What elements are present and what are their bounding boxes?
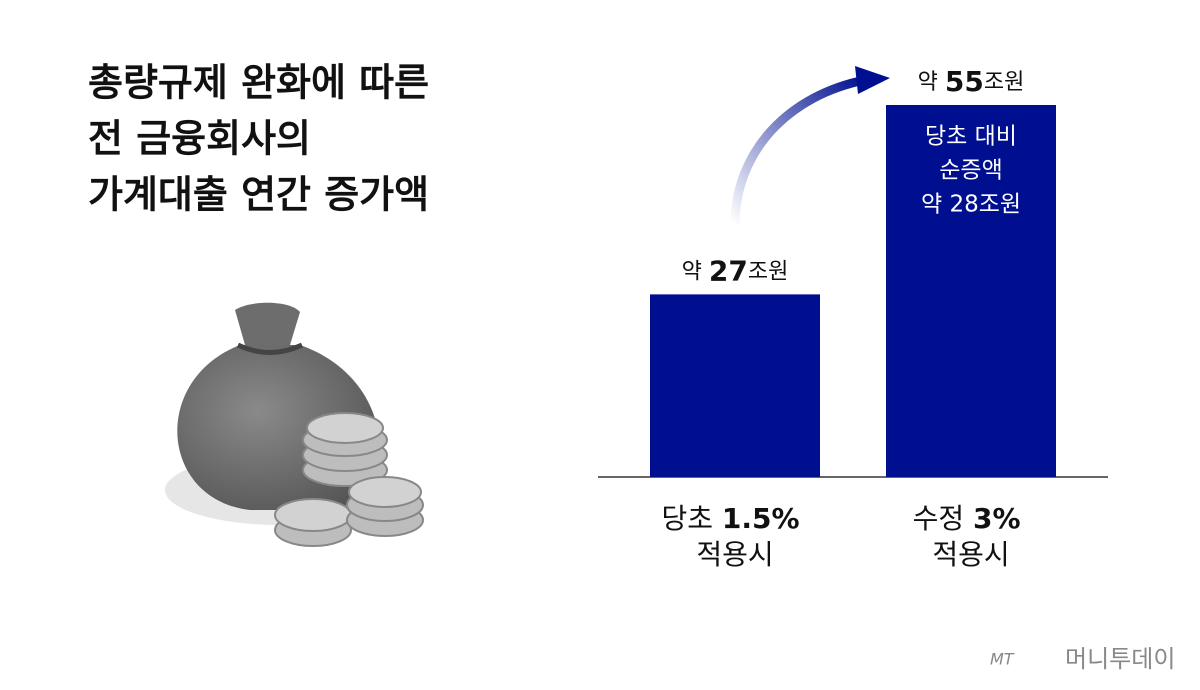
bar	[650, 294, 820, 477]
chart-title: 총량규제 완화에 따른	[88, 61, 429, 105]
logo-mark: MT	[990, 650, 1015, 669]
chart-title: 전 금융회사의	[88, 117, 311, 161]
arrow-head	[855, 66, 890, 94]
chart-title: 가계대출 연간 증가액	[88, 173, 429, 217]
value-label: 약 55조원	[918, 65, 1025, 98]
annotation: 당초 대비	[925, 124, 1017, 150]
logo: MT 머니투데이	[990, 645, 1175, 673]
value-label: 약 27조원	[682, 254, 789, 287]
growth-arrow	[730, 75, 866, 226]
annotation: 순증액	[939, 158, 1002, 184]
logo-name: 머니투데이	[1065, 645, 1175, 673]
x-tick-label: 당초 1.5% 적용시	[662, 502, 809, 571]
bar	[886, 105, 1056, 477]
money-bag-icon	[165, 302, 424, 547]
annotation: 약 28조원	[921, 192, 1021, 218]
x-tick-label: 수정 3% 적용시	[913, 502, 1030, 571]
